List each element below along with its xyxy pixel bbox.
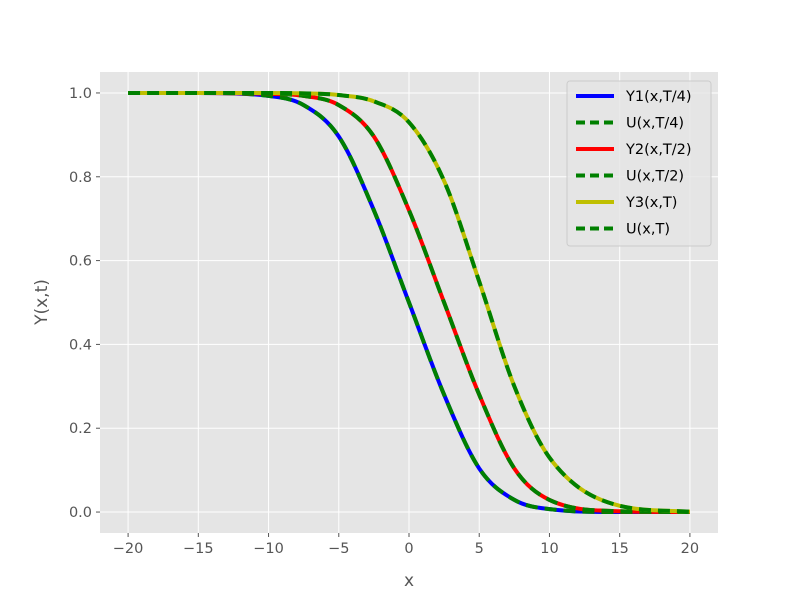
y-tick-label: 0.8 xyxy=(69,170,92,186)
y-axis: 0.0 0.2 0.4 0.6 0.8 1.0 xyxy=(69,86,100,521)
y-tick-label: 1.0 xyxy=(69,86,92,102)
series-layer xyxy=(128,90,691,515)
x-tick-label: −20 xyxy=(113,541,144,557)
legend-label: U(x,T/4) xyxy=(626,116,684,132)
y-axis-label: Y(x,t) xyxy=(32,279,52,326)
legend-label: Y2(x,T/2) xyxy=(625,142,692,158)
y-tick-label: 0.6 xyxy=(69,254,92,270)
y-tick-label: 0.4 xyxy=(69,337,92,353)
y-tick-label: 0.2 xyxy=(69,421,92,437)
legend-box xyxy=(566,80,712,247)
series-line-6 xyxy=(128,90,691,514)
legend-label: Y3(x,T) xyxy=(625,195,677,211)
x-tick-label: 5 xyxy=(475,541,484,557)
x-axis: −20 −15 −10 −5 0 5 10 15 20 xyxy=(113,533,699,557)
x-tick-label: −10 xyxy=(253,541,284,557)
x-tick-label: 20 xyxy=(681,541,699,557)
legend: Y1(x,T/4) U(x,T/4) Y2(x,T/2) U(x,T/2) Y3(x,T… xyxy=(566,80,712,247)
x-tick-label: 15 xyxy=(610,541,628,557)
legend-label: Y1(x,T/4) xyxy=(625,89,692,105)
x-axis-label: x xyxy=(404,571,414,591)
x-tick-label: −5 xyxy=(328,541,349,557)
y-tick-label: 0.0 xyxy=(69,505,92,521)
legend-label: U(x,T/2) xyxy=(626,169,684,185)
series-line-2 xyxy=(128,90,690,515)
legend-label: U(x,T) xyxy=(626,222,670,238)
x-tick-label: 10 xyxy=(540,541,558,557)
x-tick-label: −15 xyxy=(183,541,214,557)
x-tick-label: 0 xyxy=(404,541,413,557)
